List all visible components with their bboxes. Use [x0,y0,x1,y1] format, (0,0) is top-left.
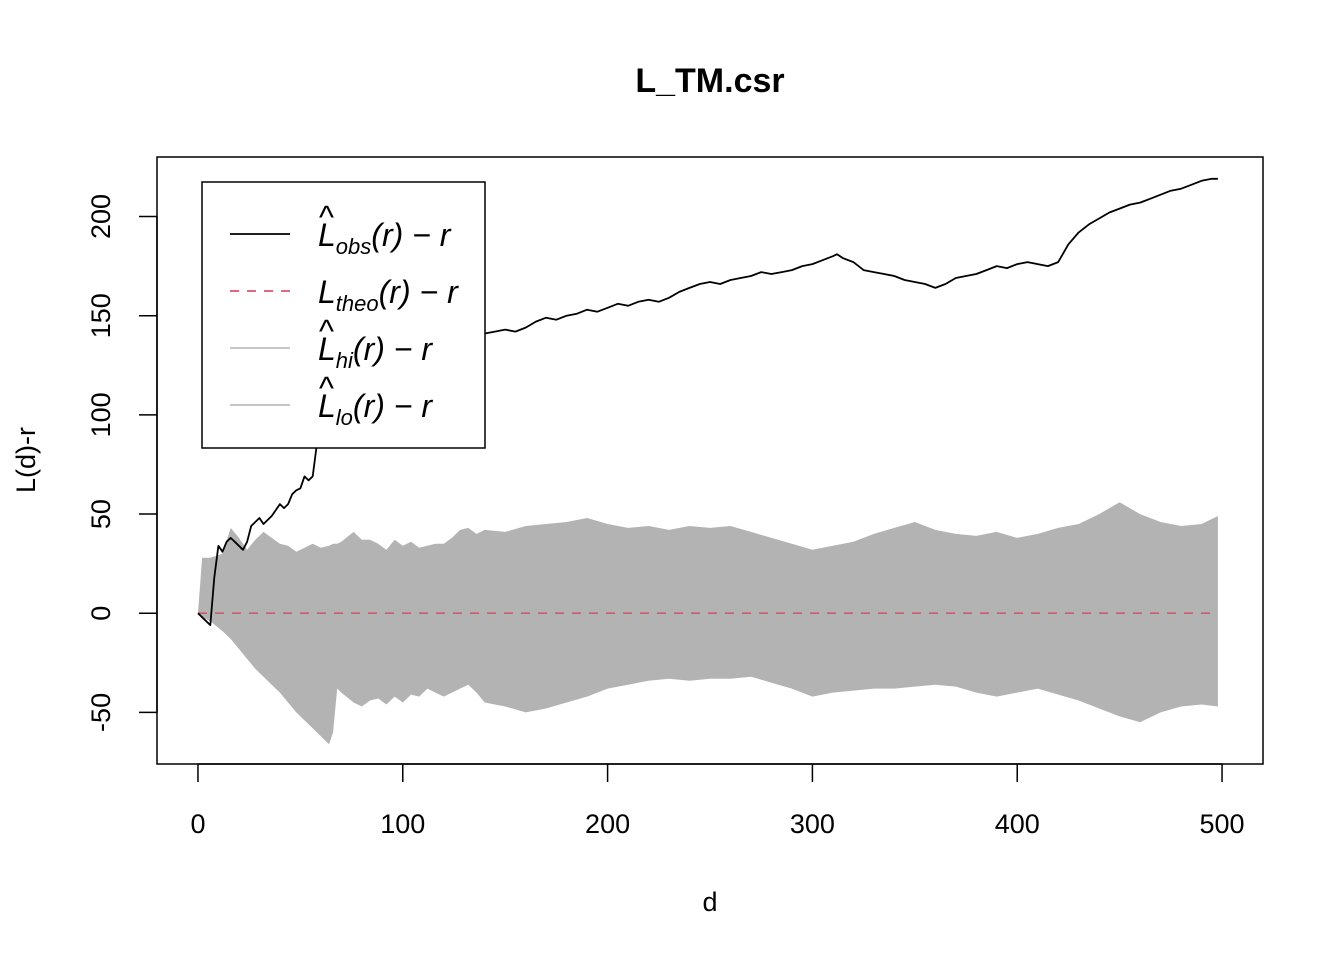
legend-label-hi: Lhi(r) − r [318,331,433,373]
x-tick-label: 100 [380,809,425,839]
y-tick-label: 150 [86,293,116,338]
legend-box [201,181,486,449]
x-tick-label: 200 [585,809,630,839]
x-tick-label: 500 [1200,809,1245,839]
y-axis: -50 0 50 100 150 200 [86,194,158,732]
chart-title: L_TM.csr [635,62,784,100]
y-tick-label: 0 [86,606,116,621]
plot-layer [197,177,1218,745]
legend-hat-obs: ^ [318,199,334,235]
envelope-area [198,502,1218,745]
x-tick-label: 400 [995,809,1040,839]
legend-label-obs: Lobs(r) − r [318,217,452,259]
x-axis: 0 100 200 300 400 500 [190,763,1245,839]
y-tick-label: -50 [86,693,116,732]
series-line-obs [197,177,1218,626]
y-tick-label: 200 [86,194,116,239]
y-tick-label: 100 [86,392,116,437]
y-axis-label: L(d)-r [11,427,41,493]
x-axis-label: d [702,887,717,917]
legend-hat-hi: ^ [318,313,334,349]
legend-label-theo: Ltheo(r) − r [318,274,459,316]
legend-label-lo: Llo(r) − r [318,388,433,430]
x-tick-label: 300 [790,809,835,839]
y-tick-label: 50 [86,499,116,529]
legend-hat-lo: ^ [318,370,334,406]
x-tick-label: 0 [190,809,205,839]
